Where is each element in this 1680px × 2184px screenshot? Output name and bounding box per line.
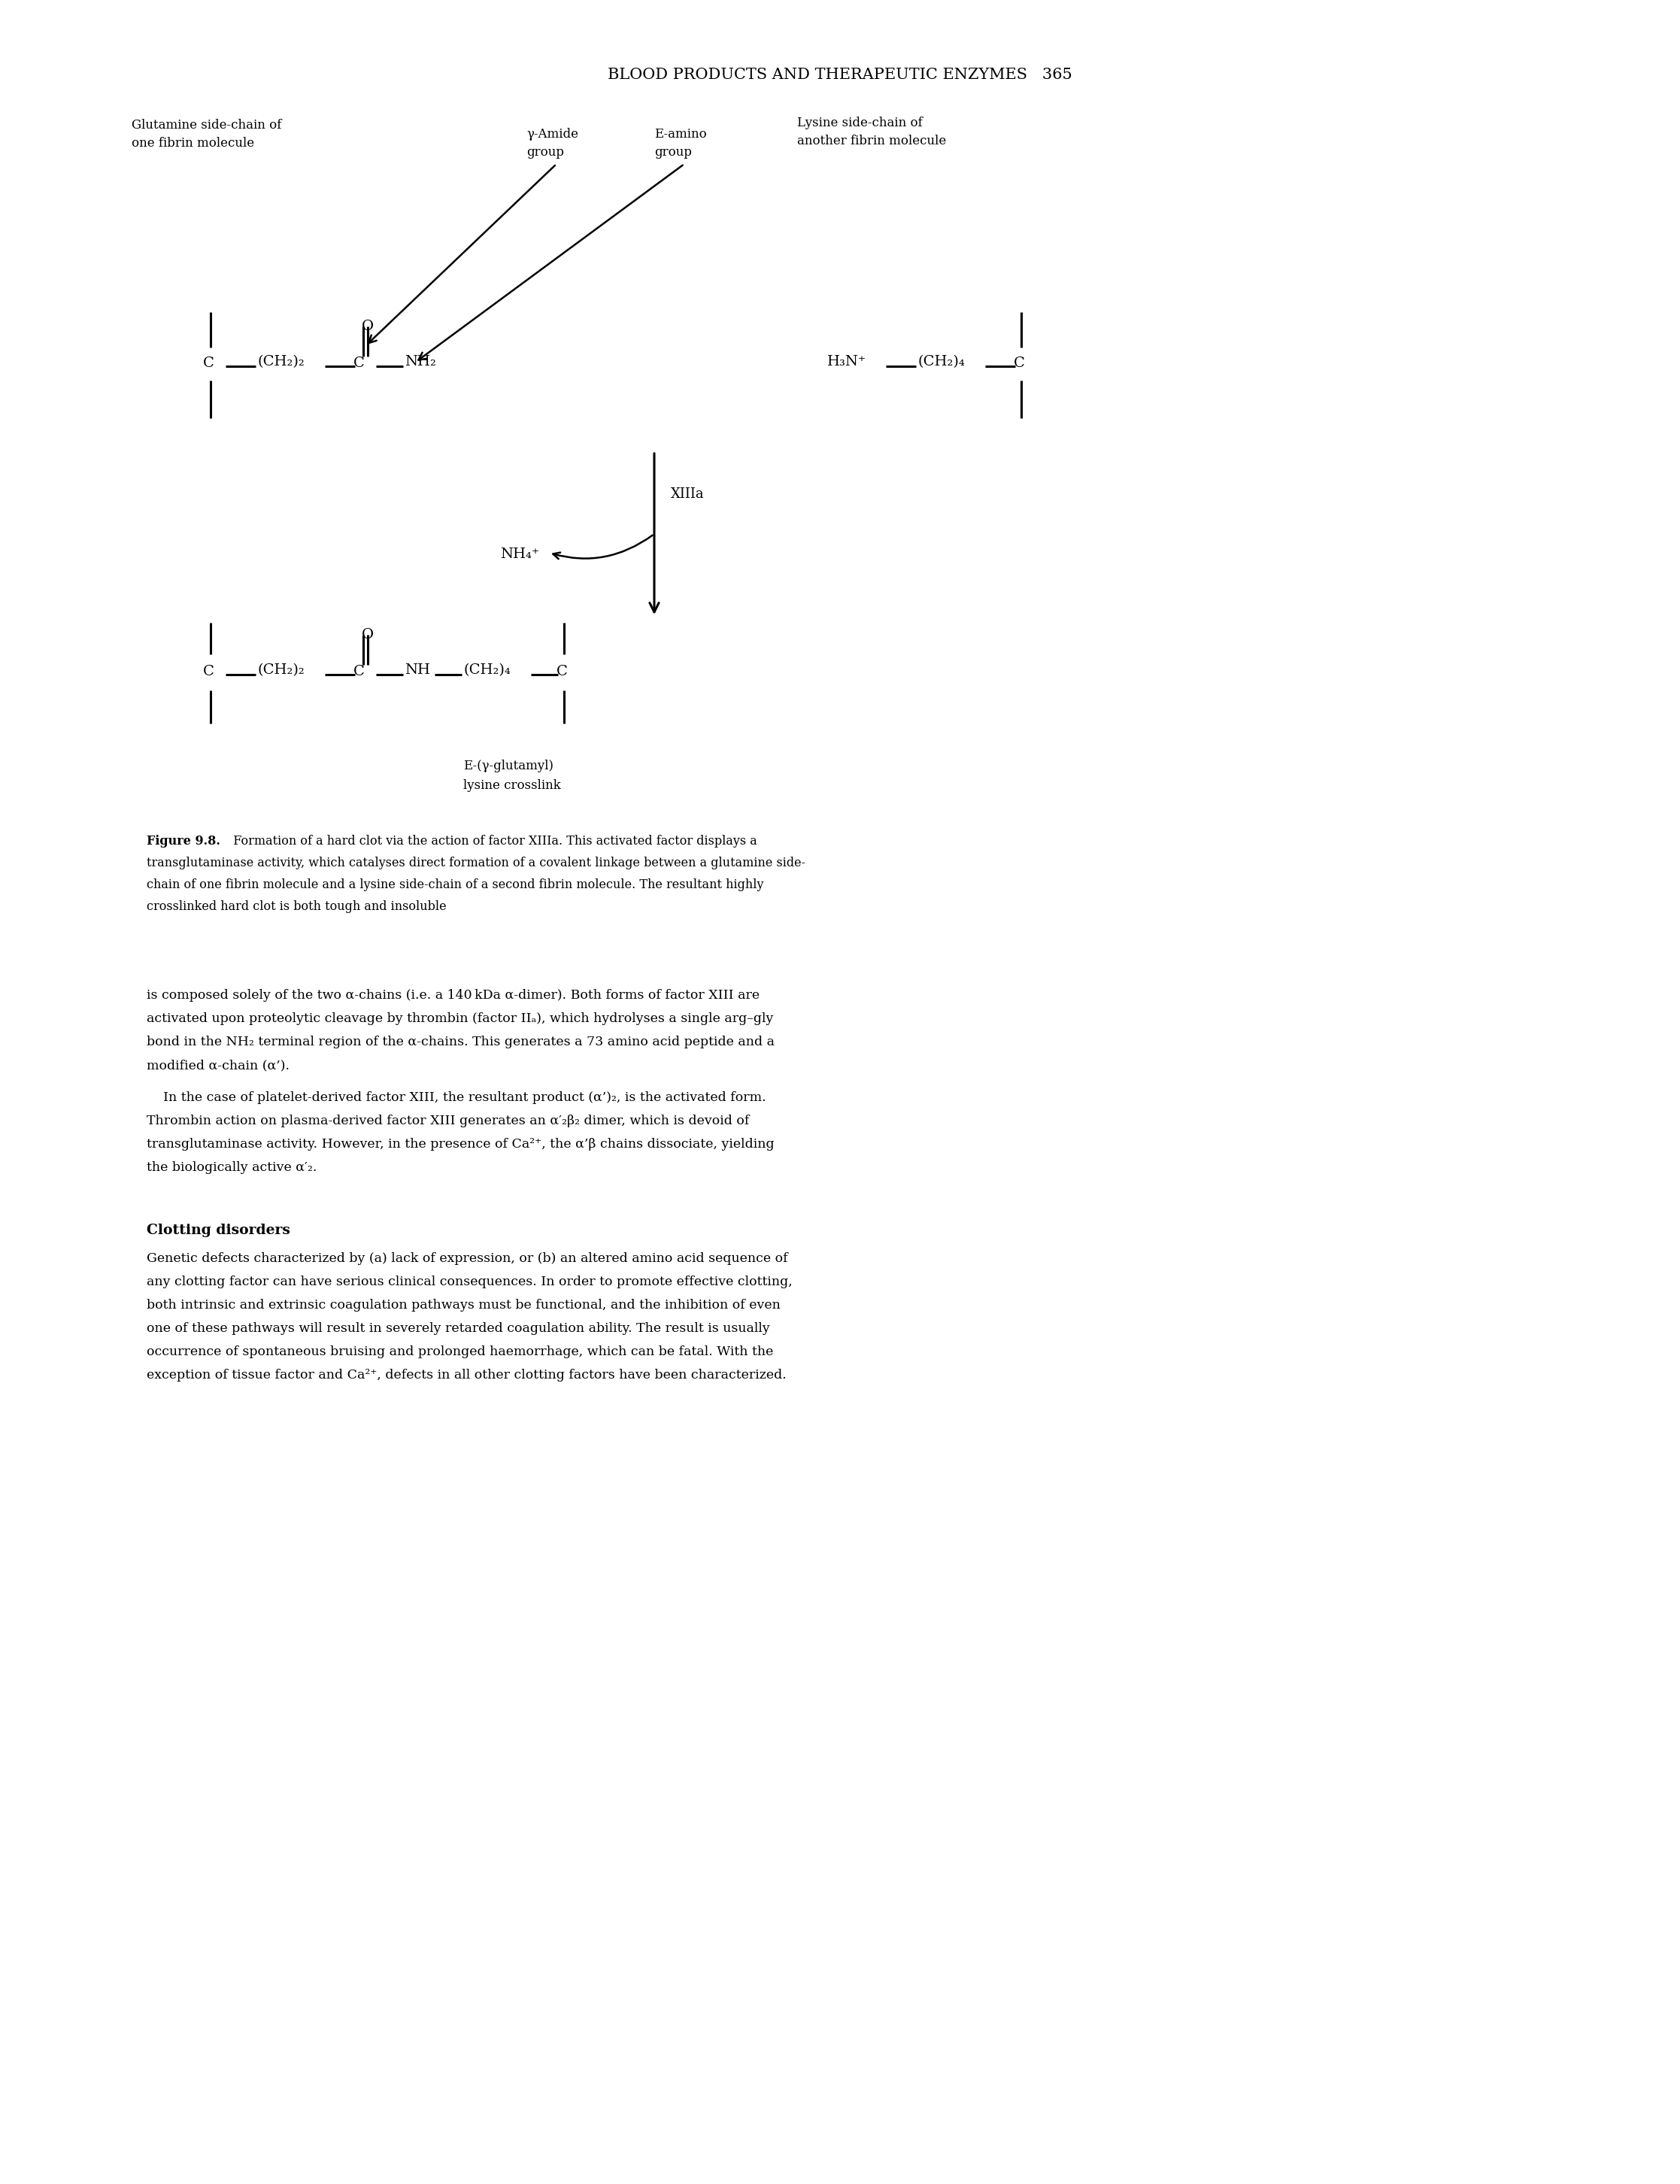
Text: H₃N⁺: H₃N⁺ [827, 356, 867, 369]
Text: transglutaminase activity, which catalyses direct formation of a covalent linkag: transglutaminase activity, which catalys… [146, 856, 805, 869]
Text: bond in the NH₂ terminal region of the α-chains. This generates a 73 amino acid : bond in the NH₂ terminal region of the α… [146, 1035, 774, 1048]
Text: C: C [203, 664, 215, 679]
Text: C: C [556, 664, 568, 679]
Text: Figure 9.8.: Figure 9.8. [146, 834, 220, 847]
Text: is composed solely of the two α-chains (i.e. a 140 kDa α-dimer). Both forms of f: is composed solely of the two α-chains (… [146, 989, 759, 1002]
Text: chain of one fibrin molecule and a lysine side-chain of a second fibrin molecule: chain of one fibrin molecule and a lysin… [146, 878, 764, 891]
Text: C: C [203, 356, 215, 369]
Text: Thrombin action on plasma-derived factor XIII generates an α′₂β₂ dimer, which is: Thrombin action on plasma-derived factor… [146, 1114, 749, 1127]
Text: another fibrin molecule: another fibrin molecule [796, 135, 946, 146]
Text: NH₄⁺: NH₄⁺ [501, 548, 539, 561]
Text: NH₂: NH₂ [405, 356, 437, 369]
Text: Formation of a hard clot via the action of factor XIIIa. This activated factor d: Formation of a hard clot via the action … [225, 834, 758, 847]
Text: γ-Amide: γ-Amide [526, 129, 578, 140]
Text: Glutamine side-chain of: Glutamine side-chain of [131, 118, 282, 131]
Text: one of these pathways will result in severely retarded coagulation ability. The : one of these pathways will result in sev… [146, 1321, 769, 1334]
Text: C: C [353, 356, 365, 369]
Text: (CH₂)₂: (CH₂)₂ [257, 664, 304, 677]
Text: lysine crosslink: lysine crosslink [464, 780, 561, 793]
Text: In the case of platelet-derived factor XIII, the resultant product (α’)₂, is the: In the case of platelet-derived factor X… [146, 1092, 766, 1105]
Text: Lysine side-chain of: Lysine side-chain of [796, 116, 922, 129]
Text: modified α-chain (α’).: modified α-chain (α’). [146, 1059, 289, 1072]
Text: crosslinked hard clot is both tough and insoluble: crosslinked hard clot is both tough and … [146, 900, 447, 913]
Text: activated upon proteolytic cleavage by thrombin (factor IIₐ), which hydrolyses a: activated upon proteolytic cleavage by t… [146, 1011, 773, 1024]
Text: E-amino: E-amino [654, 129, 707, 140]
Text: occurrence of spontaneous bruising and prolonged haemorrhage, which can be fatal: occurrence of spontaneous bruising and p… [146, 1345, 773, 1358]
Text: (CH₂)₄: (CH₂)₄ [917, 356, 964, 369]
Text: group: group [526, 146, 564, 159]
Text: (CH₂)₂: (CH₂)₂ [257, 356, 304, 369]
Text: (CH₂)₄: (CH₂)₄ [464, 664, 511, 677]
Text: exception of tissue factor and Ca²⁺, defects in all other clotting factors have : exception of tissue factor and Ca²⁺, def… [146, 1369, 786, 1382]
Text: Genetic defects characterized by (a) lack of expression, or (b) an altered amino: Genetic defects characterized by (a) lac… [146, 1251, 788, 1265]
Text: both intrinsic and extrinsic coagulation pathways must be functional, and the in: both intrinsic and extrinsic coagulation… [146, 1299, 781, 1313]
Text: BLOOD PRODUCTS AND THERAPEUTIC ENZYMES   365: BLOOD PRODUCTS AND THERAPEUTIC ENZYMES 3… [608, 68, 1072, 83]
Text: XIIIa: XIIIa [670, 487, 704, 500]
Text: C: C [1013, 356, 1025, 369]
Text: NH: NH [405, 664, 430, 677]
Text: the biologically active α′₂.: the biologically active α′₂. [146, 1162, 318, 1175]
Text: transglutaminase activity. However, in the presence of Ca²⁺, the α’β chains diss: transglutaminase activity. However, in t… [146, 1138, 774, 1151]
Text: any clotting factor can have serious clinical consequences. In order to promote : any clotting factor can have serious cli… [146, 1275, 793, 1289]
Text: O: O [361, 319, 375, 334]
Text: Clotting disorders: Clotting disorders [146, 1223, 291, 1236]
Text: E-(γ-glutamyl): E-(γ-glutamyl) [464, 760, 553, 773]
Text: C: C [353, 664, 365, 679]
Text: one fibrin molecule: one fibrin molecule [131, 138, 254, 151]
Text: O: O [361, 629, 375, 642]
Text: group: group [654, 146, 692, 159]
